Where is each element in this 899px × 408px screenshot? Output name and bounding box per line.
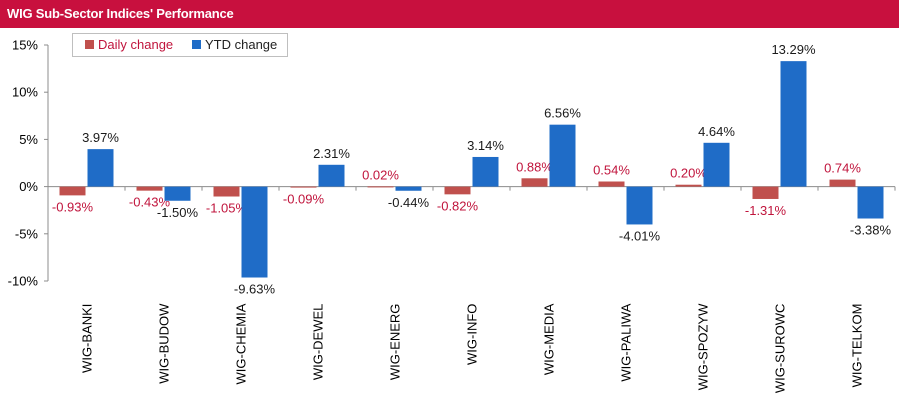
daily-change-bar (598, 181, 625, 187)
y-tick-label: -10% (8, 274, 39, 289)
chart-legend: Daily change YTD change (72, 33, 288, 57)
daily-change-bar (829, 179, 856, 187)
ytd-change-data-label: -1.50% (157, 205, 199, 220)
y-tick-label: 15% (12, 38, 38, 53)
ytd-change-data-label: 2.31% (313, 146, 350, 161)
daily-change-bar (444, 186, 471, 195)
daily-change-data-label: -1.31% (745, 203, 787, 218)
ytd-change-data-label: -0.44% (388, 195, 430, 210)
daily-change-data-label: -1.05% (206, 201, 248, 216)
ytd-change-bar (780, 61, 807, 187)
daily-change-data-label: -0.82% (437, 198, 479, 213)
legend-swatch-daily (85, 40, 94, 49)
x-category-label: WIG-PALIWA (619, 303, 634, 381)
ytd-change-bar (703, 142, 730, 187)
legend-item-daily: Daily change (85, 37, 173, 52)
chart-title-bar: WIG Sub-Sector Indices' Performance (0, 0, 899, 28)
x-category-label: WIG-MEDIA (542, 303, 557, 375)
daily-change-bar (367, 186, 394, 188)
daily-change-data-label: 0.74% (824, 161, 861, 176)
legend-label-ytd: YTD change (205, 37, 278, 52)
x-category-label: WIG-BUDOW (157, 303, 172, 384)
ytd-change-data-label: -9.63% (234, 282, 276, 297)
ytd-change-bar (164, 186, 191, 201)
daily-change-data-label: -0.43% (129, 195, 171, 210)
legend-item-ytd: YTD change (192, 37, 277, 52)
x-category-label: WIG-BANKI (80, 304, 95, 373)
ytd-change-bar (626, 186, 653, 225)
ytd-change-bar (318, 164, 345, 187)
ytd-change-data-label: 3.97% (82, 130, 119, 145)
x-category-label: WIG-SPOZYW (696, 303, 711, 390)
ytd-change-bar (87, 149, 114, 187)
daily-change-bar (213, 186, 240, 197)
ytd-change-bar (395, 186, 422, 191)
daily-change-data-label: -0.09% (283, 192, 325, 207)
daily-change-data-label: -0.93% (52, 199, 94, 214)
y-tick-label: -5% (15, 226, 39, 241)
daily-change-data-label: 0.88% (516, 159, 553, 174)
daily-change-bar (675, 184, 702, 187)
daily-change-data-label: 0.02% (362, 167, 399, 182)
daily-change-data-label: 0.20% (670, 166, 707, 181)
x-category-label: WIG-DEWEL (311, 304, 326, 381)
legend-swatch-ytd (192, 40, 201, 49)
x-category-label: WIG-CHEMIA (234, 303, 249, 384)
daily-change-bar (136, 186, 163, 191)
ytd-change-data-label: 3.14% (467, 138, 504, 153)
y-tick-label: 5% (19, 132, 38, 147)
ytd-change-data-label: 4.64% (698, 124, 735, 139)
ytd-change-data-label: 13.29% (771, 42, 816, 57)
chart-title: WIG Sub-Sector Indices' Performance (7, 6, 234, 21)
x-category-label: WIG-TELKOM (850, 304, 865, 388)
ytd-change-data-label: -3.38% (850, 223, 892, 238)
ytd-change-bar (549, 124, 576, 187)
daily-change-bar (752, 186, 779, 199)
y-tick-label: 0% (19, 179, 38, 194)
x-category-label: WIG-SUROWC (773, 304, 788, 394)
x-category-label: WIG-INFO (465, 304, 480, 365)
ytd-change-bar (857, 186, 884, 219)
daily-change-bar (521, 178, 548, 187)
y-tick-label: 10% (12, 85, 38, 100)
daily-change-bar (290, 186, 317, 188)
ytd-change-data-label: -4.01% (619, 228, 661, 243)
ytd-change-data-label: 6.56% (544, 106, 581, 121)
x-category-label: WIG-ENERG (388, 304, 403, 381)
legend-label-daily: Daily change (98, 37, 174, 52)
ytd-change-bar (472, 156, 499, 187)
daily-change-bar (59, 186, 86, 196)
ytd-change-bar (241, 186, 268, 278)
daily-change-data-label: 0.54% (593, 163, 630, 178)
